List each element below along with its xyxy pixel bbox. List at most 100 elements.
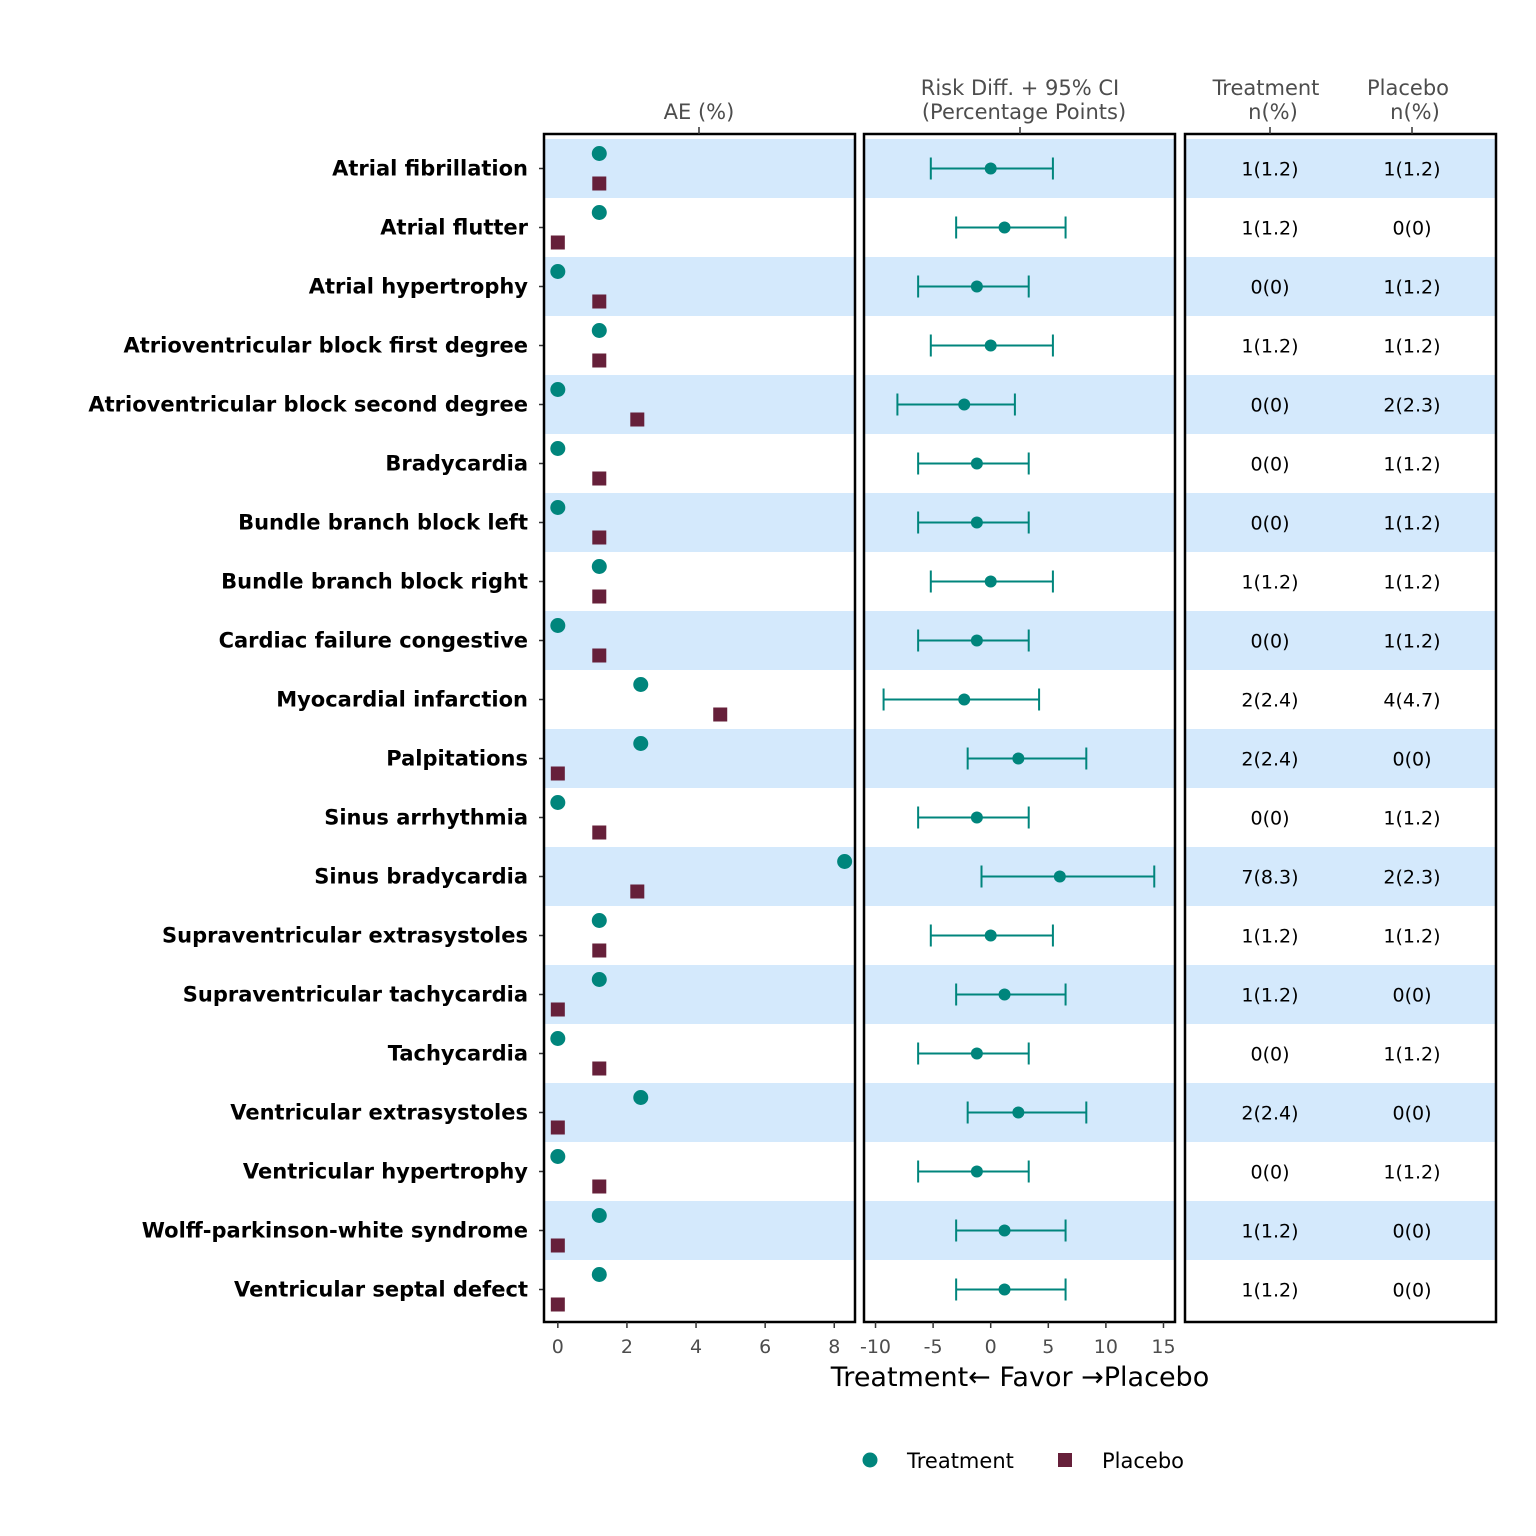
- ae-x-tick-label: 0: [552, 1336, 564, 1358]
- risk-panel-title-line2: (Percentage Points): [922, 100, 1126, 124]
- treatment-ae-point: [550, 1031, 566, 1046]
- placebo-ae-point: [550, 1238, 565, 1253]
- ae-x-tick-label: 2: [621, 1336, 633, 1358]
- row-band: [544, 847, 855, 906]
- placebo-count-cell: 1(1.2): [1383, 513, 1440, 535]
- row-band: [544, 257, 855, 316]
- ae-x-tick-label: 6: [759, 1336, 771, 1358]
- row-bands: [544, 139, 1496, 1260]
- treatment-count-cell: 2(2.4): [1241, 1103, 1298, 1125]
- row-label: Ventricular extrasystoles: [230, 1101, 528, 1125]
- placebo-count-cell: 4(4.7): [1383, 690, 1440, 712]
- placebo-col-header-line1: Placebo: [1367, 76, 1449, 100]
- treatment-ae-point: [633, 736, 649, 751]
- row-band: [1185, 1083, 1496, 1142]
- legend-placebo-marker: [1058, 1453, 1072, 1467]
- risk-diff-point: [970, 280, 983, 293]
- placebo-ae-point: [592, 530, 607, 545]
- row-band: [544, 375, 855, 434]
- placebo-ae-point: [630, 412, 645, 427]
- treatment-ae-point: [550, 264, 566, 279]
- risk-diff-point: [1012, 1106, 1025, 1119]
- treatment-ae-point: [550, 618, 566, 633]
- treatment-count-cell: 1(1.2): [1241, 926, 1298, 948]
- treatment-ae-point: [633, 1090, 649, 1105]
- row-band: [1185, 375, 1496, 434]
- placebo-count-cell: 0(0): [1392, 1221, 1431, 1243]
- placebo-count-cell: 1(1.2): [1383, 1162, 1440, 1184]
- risk-diff-point: [958, 398, 971, 411]
- risk-diff-point: [984, 575, 997, 588]
- treatment-count-cell: 0(0): [1250, 513, 1289, 535]
- placebo-count-cell: 2(2.3): [1383, 867, 1440, 889]
- treatment-count-cell: 0(0): [1250, 395, 1289, 417]
- x-axis-title: Treatment← Favor →Placebo: [830, 1362, 1209, 1393]
- placebo-ae-point: [592, 1061, 607, 1076]
- risk-diff-point: [1053, 870, 1066, 883]
- risk-x-tick-label: -10: [860, 1336, 891, 1358]
- row-label: Atrioventricular block second degree: [88, 393, 528, 417]
- row-band: [1185, 1201, 1496, 1260]
- treatment-count-cell: 0(0): [1250, 1162, 1289, 1184]
- placebo-count-cell: 2(2.3): [1383, 395, 1440, 417]
- row-label: Ventricular septal defect: [234, 1278, 528, 1302]
- legend-treatment-marker: [862, 1452, 878, 1468]
- risk-diff-panel: Risk Diff. + 95% CI (Percentage Points) …: [860, 76, 1177, 1358]
- treatment-ae-point: [591, 972, 607, 987]
- treatment-ae-point: [591, 323, 607, 338]
- placebo-count-cell: 0(0): [1392, 218, 1431, 240]
- placebo-count-cell: 0(0): [1392, 749, 1431, 771]
- risk-diff-point: [970, 457, 983, 470]
- ae-panel-title: AE (%): [664, 100, 735, 124]
- legend: Treatment Placebo: [862, 1449, 1184, 1473]
- placebo-ae-point: [550, 766, 565, 781]
- row-label: Supraventricular extrasystoles: [162, 924, 528, 948]
- placebo-ae-point: [592, 825, 607, 840]
- risk-diff-point: [998, 1224, 1011, 1237]
- placebo-ae-point: [550, 1120, 565, 1135]
- risk-diff-point: [984, 339, 997, 352]
- treatment-count-cell: 1(1.2): [1241, 1280, 1298, 1302]
- placebo-ae-point: [592, 176, 607, 191]
- row-band: [544, 1083, 855, 1142]
- row-label: Ventricular hypertrophy: [243, 1160, 528, 1184]
- treatment-count-cell: 1(1.2): [1241, 336, 1298, 358]
- placebo-count-cell: 1(1.2): [1383, 631, 1440, 653]
- risk-diff-point: [998, 221, 1011, 234]
- placebo-ae-point: [592, 589, 607, 604]
- risk-x-tick-label: 5: [1042, 1336, 1054, 1358]
- risk-diff-point: [970, 516, 983, 529]
- placebo-ae-point: [550, 1002, 565, 1017]
- treatment-count-cell: 0(0): [1250, 631, 1289, 653]
- row-label: Atrial hypertrophy: [309, 275, 529, 299]
- treatment-count-cell: 2(2.4): [1241, 749, 1298, 771]
- placebo-count-cell: 0(0): [1392, 985, 1431, 1007]
- row-label: Sinus arrhythmia: [324, 806, 528, 830]
- treatment-ae-point: [837, 854, 853, 869]
- treatment-count-cell: 0(0): [1250, 808, 1289, 830]
- placebo-ae-point: [592, 1179, 607, 1194]
- row-labels: Atrial fibrillation Atrial flutter Atrial …: [88, 157, 544, 1302]
- placebo-count-cell: 1(1.2): [1383, 159, 1440, 181]
- placebo-ae-point: [630, 884, 645, 899]
- row-label: Cardiac failure congestive: [219, 629, 528, 653]
- placebo-count-cell: 1(1.2): [1383, 572, 1440, 594]
- table-panel-frame: [1183, 132, 1498, 1324]
- row-label: Atrioventricular block first degree: [124, 334, 529, 358]
- placebo-count-cell: 1(1.2): [1383, 926, 1440, 948]
- risk-panel-title-line1: Risk Diff. + 95% CI: [921, 76, 1120, 100]
- row-band: [544, 493, 855, 552]
- ae-x-tick-label: 4: [690, 1336, 702, 1358]
- treatment-count-cell: 0(0): [1250, 454, 1289, 476]
- treatment-count-cell: 7(8.3): [1241, 867, 1298, 889]
- treatment-ae-point: [591, 1267, 607, 1282]
- row-band: [1185, 139, 1496, 198]
- ae-panel: AE (%) 0 2 4 6 8: [542, 100, 857, 1358]
- row-label: Atrial fibrillation: [332, 157, 528, 181]
- row-band: [1185, 257, 1496, 316]
- row-label: Palpitations: [386, 747, 528, 771]
- risk-x-tick-label: 10: [1094, 1336, 1118, 1358]
- risk-diff-point: [998, 1283, 1011, 1296]
- placebo-ae-point: [713, 707, 728, 722]
